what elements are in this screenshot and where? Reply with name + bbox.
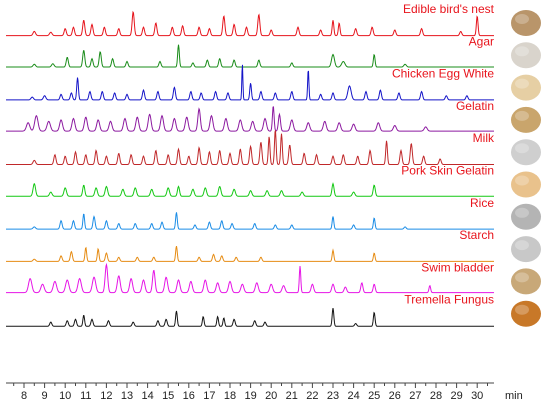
trace-tremella-fungus [6,308,494,327]
x-tick-label-18: 18 [224,390,236,402]
sample-image-agar [511,42,541,69]
x-axis-ticks: 8 9 10 11 12 13 14 15 16 17 18 19 20 21 22 23 24 25 26 27 28… [13,383,488,402]
x-tick-label-28: 28 [430,390,442,402]
series-label-edible-bird-s-nest: Edible bird's nest [403,2,495,16]
x-axis: 8 9 10 11 12 13 14 15 16 17 18 19 20 21 22 23 24 25 26 27 28… [6,382,523,402]
series-label-chicken-egg-white: Chicken Egg White [392,67,494,81]
series-label-gelatin: Gelatin [456,99,494,113]
trace-edible-bird-s-nest [6,10,494,37]
series-label-milk: Milk [473,131,495,145]
x-tick-label-8: 8 [21,390,27,402]
trace-swim-bladder [6,262,494,294]
x-tick-label-19: 19 [244,390,256,402]
x-tick-label-10: 10 [59,390,71,402]
x-tick-label-9: 9 [42,390,48,402]
x-tick-label-24: 24 [347,390,359,402]
trace-chicken-egg-white [6,64,494,101]
series-label-starch: Starch [459,228,494,242]
series-label-tremella-fungus: Tremella Fungus [404,293,494,307]
x-tick-label-17: 17 [203,390,215,402]
x-axis-unit: min [505,390,523,402]
sample-image-tremella-fungus [511,300,541,327]
sample-highlight-milk [515,143,529,154]
sample-image-chicken-egg-white [511,74,541,101]
x-tick-label-16: 16 [183,390,195,402]
x-tick-label-14: 14 [141,390,153,402]
chromatogram-traces [6,10,494,327]
series-label-swim-bladder: Swim bladder [421,260,494,274]
x-tick-label-25: 25 [368,390,380,402]
series-label-pork-skin-gelatin: Pork Skin Gelatin [401,164,494,178]
sample-image-gelatin [511,106,541,133]
sample-image-milk [511,139,541,166]
sample-image-swim-bladder [511,268,541,295]
x-tick-label-29: 29 [450,390,462,402]
sample-highlight-edible-bird-s-nest [515,14,529,24]
sample-highlight-rice [515,207,529,218]
x-tick-label-26: 26 [389,390,401,402]
sample-highlight-tremella-fungus [515,304,529,315]
sample-images [511,10,541,327]
sample-image-edible-bird-s-nest [511,10,541,36]
sample-image-starch [511,236,541,263]
sample-highlight-gelatin [515,110,529,121]
x-tick-label-22: 22 [306,390,318,402]
x-tick-label-20: 20 [265,390,277,402]
trace-starch [6,245,494,262]
trace-milk [6,130,494,166]
sample-highlight-swim-bladder [515,272,529,283]
x-tick-label-15: 15 [162,390,174,402]
trace-agar [6,44,494,68]
x-tick-label-13: 13 [121,390,133,402]
trace-gelatin [6,106,494,132]
sample-image-pork-skin-gelatin [511,171,541,198]
x-tick-label-11: 11 [80,390,91,402]
trace-pork-skin-gelatin [6,182,494,197]
x-tick-label-12: 12 [100,390,112,402]
x-tick-label-30: 30 [471,390,483,402]
sample-highlight-pork-skin-gelatin [515,175,529,186]
x-tick-label-27: 27 [409,390,421,402]
sample-image-rice [511,203,541,230]
sample-highlight-chicken-egg-white [515,78,529,89]
series-label-rice: Rice [470,196,494,210]
x-tick-label-23: 23 [327,390,339,402]
trace-rice [6,212,494,230]
series-label-agar: Agar [469,34,494,48]
sample-highlight-agar [515,46,529,57]
sample-highlight-starch [515,240,529,251]
x-tick-label-21: 21 [286,390,298,402]
series-labels: Edible bird's nest Agar Chicken Egg White G… [392,2,495,307]
